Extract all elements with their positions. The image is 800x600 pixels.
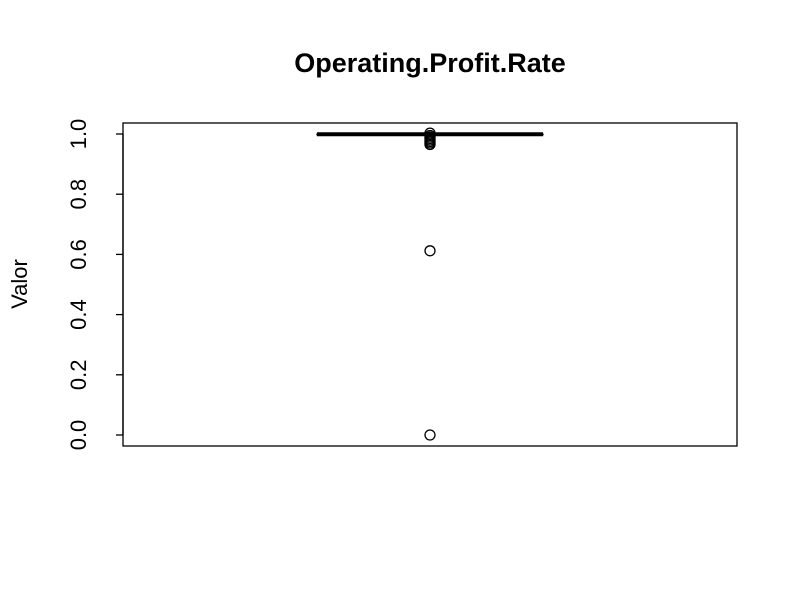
outlier-point	[424, 429, 436, 441]
outlier-points	[424, 127, 436, 441]
y-axis-label: Valor	[7, 259, 32, 309]
plot-frame	[122, 122, 738, 447]
y-tick-label: 0.2	[66, 360, 91, 391]
outlier-point	[424, 245, 436, 257]
y-tick-label: 0.0	[66, 420, 91, 451]
y-axis: 0.0 0.2 0.4 0.6 0.8 1.0	[66, 119, 124, 451]
y-tick-label: 0.6	[66, 239, 91, 270]
y-tick-label: 1.0	[66, 119, 91, 150]
y-tick-label: 0.4	[66, 299, 91, 330]
chart-title: Operating.Profit.Rate	[294, 48, 566, 78]
y-tick-label: 0.8	[66, 179, 91, 210]
outlier-point	[424, 127, 436, 139]
